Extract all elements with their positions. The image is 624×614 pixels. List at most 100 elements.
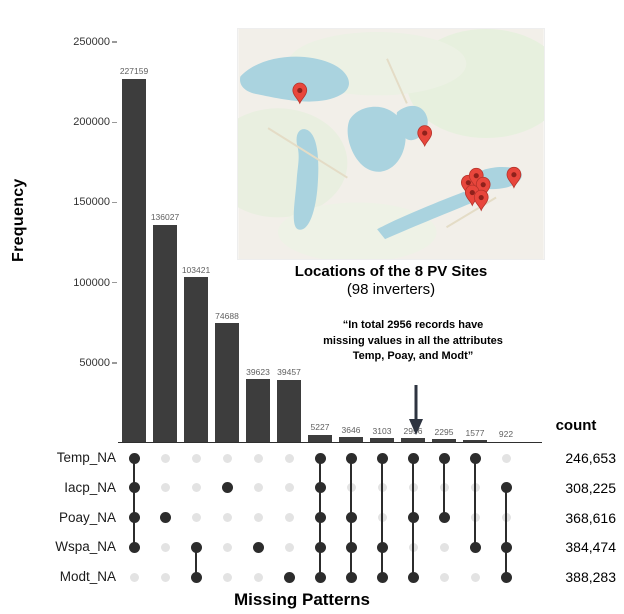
bar-value-label: 5227	[310, 422, 330, 433]
matrix-dot-filled	[128, 482, 140, 494]
matrix-dot-empty	[253, 572, 263, 582]
matrix-dot-empty	[284, 453, 294, 463]
set-row-label: Iacp_NA	[64, 479, 116, 495]
bar-value-label: 227159	[119, 66, 149, 77]
matrix-dot-empty	[501, 453, 511, 463]
matrix-dot-empty	[284, 483, 294, 493]
set-row-label: Temp_NA	[56, 450, 116, 465]
bar-value-label: 2295	[434, 426, 454, 437]
pattern-connector-line	[473, 458, 477, 548]
count-column-header: count	[555, 417, 597, 434]
map-roads	[267, 58, 497, 229]
y-tick-label: 250000	[73, 36, 110, 48]
bar-value-label: 39623	[246, 366, 270, 377]
x-axis-label: Missing Patterns	[233, 590, 371, 609]
matrix-dot-empty	[253, 453, 263, 463]
matrix-dot-empty	[439, 572, 449, 582]
matrix-dot-filled	[376, 541, 388, 553]
matrix-dot-filled	[314, 541, 326, 553]
matrix-dot-filled	[252, 541, 264, 553]
annotation-text: “In total 2956 records have missing valu…	[310, 318, 516, 365]
frequency-bar	[339, 437, 363, 443]
y-tick-mark	[112, 201, 117, 204]
matrix-dot-empty	[160, 542, 170, 552]
matrix-dot-filled	[128, 512, 140, 524]
set-row-label: Poay_NA	[58, 509, 116, 525]
matrix-dot-filled	[500, 571, 512, 583]
bar-value-label: 103421	[181, 264, 211, 275]
matrix-dot-filled	[345, 571, 357, 583]
matrix-dot-filled	[221, 482, 233, 494]
frequency-bar	[432, 439, 456, 443]
matrix-dot-filled	[500, 541, 512, 553]
matrix-dot-filled	[469, 541, 481, 553]
pattern-connector-line	[442, 458, 446, 518]
matrix-dot-filled	[438, 452, 450, 464]
set-row-label: Wspa_NA	[55, 539, 116, 555]
matrix-dot-empty	[191, 453, 201, 463]
y-tick-label: 200000	[73, 116, 110, 129]
matrix-dot-filled	[469, 452, 481, 464]
matrix-dot-filled	[376, 452, 388, 464]
pattern-connector-line	[194, 547, 198, 578]
map-pin	[506, 166, 522, 189]
frequency-bar	[153, 224, 177, 443]
map-pins	[292, 82, 522, 212]
matrix-dot-filled	[128, 541, 140, 553]
bar-value-label: 3646	[341, 424, 361, 435]
matrix-dot-empty	[191, 483, 201, 493]
matrix-dot-empty	[222, 542, 232, 552]
matrix-dot-empty	[222, 453, 232, 463]
matrix-dot-empty	[439, 542, 449, 552]
pattern-connector-line	[504, 487, 508, 578]
map-svg	[237, 28, 545, 260]
pattern-connector-line	[380, 458, 384, 578]
annotation-arrow	[409, 385, 423, 435]
y-tick-mark	[112, 281, 117, 284]
annotation-line-3: Temp, Poay, and Modt”	[352, 350, 474, 362]
matrix-dot-empty	[160, 572, 170, 582]
matrix-dot-empty	[191, 513, 201, 523]
annotation-line-2: missing values in all the attributes	[323, 334, 503, 347]
y-tick-mark	[112, 362, 117, 364]
y-tick-mark	[112, 41, 117, 43]
map-caption-subtitle: (98 inverters)	[346, 281, 436, 298]
frequency-bar	[308, 434, 332, 443]
matrix-dot-filled	[314, 512, 326, 524]
matrix-dot-empty	[470, 572, 480, 582]
frequency-bar	[370, 438, 394, 443]
map-pin	[292, 82, 308, 105]
matrix-dot-filled	[345, 512, 357, 524]
matrix-dot-filled	[345, 541, 357, 553]
matrix-dot-empty	[222, 513, 232, 523]
matrix-dot-filled	[500, 482, 512, 494]
bar-value-label: 1577	[465, 427, 485, 438]
matrix-dot-empty	[222, 572, 232, 582]
bar-value-label: 922	[498, 429, 514, 440]
frequency-bar	[246, 379, 270, 443]
matrix-dot-filled	[407, 512, 419, 524]
frequency-bar	[215, 323, 239, 443]
lake-huron	[347, 106, 406, 172]
set-count-value: 368,616	[565, 509, 616, 526]
matrix-dot-empty	[284, 542, 294, 552]
bar-value-label: 74688	[215, 310, 239, 321]
map-caption-title: Locations of the 8 PV Sites	[294, 263, 488, 280]
set-count-value: 308,225	[565, 479, 616, 496]
map-pin	[417, 125, 433, 148]
matrix-dot-empty	[160, 453, 170, 463]
y-tick-label: 50000	[79, 356, 110, 369]
set-count-value: 388,283	[565, 569, 616, 586]
map-green-area	[278, 202, 437, 259]
y-tick-label: 100000	[73, 276, 110, 289]
lake-superior	[240, 56, 349, 102]
frequency-bar	[184, 277, 208, 443]
matrix-dot-filled	[438, 512, 450, 524]
annotation-line-1: “In total 2956 records have	[342, 319, 484, 331]
x-axis-line	[118, 441, 542, 444]
matrix-dot-empty	[253, 483, 263, 493]
y-tick-label: 150000	[73, 196, 110, 209]
frequency-bar	[277, 379, 301, 443]
map-green-area	[238, 108, 348, 218]
matrix-dot-filled	[190, 541, 202, 553]
